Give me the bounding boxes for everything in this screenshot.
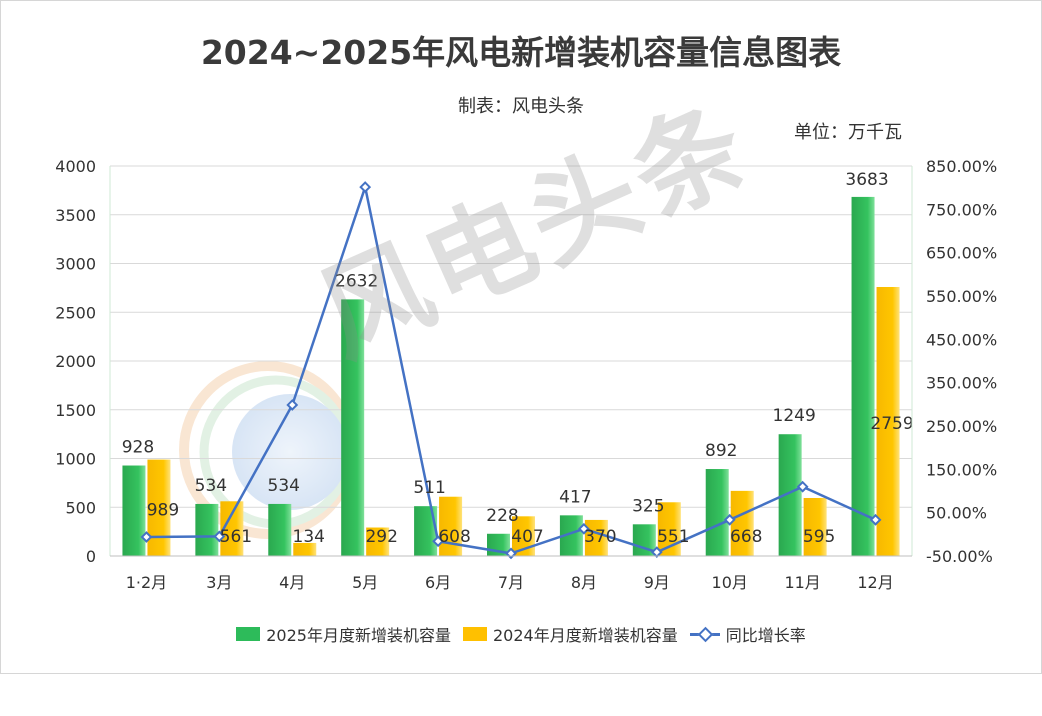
x-tick-label: 1·2月 xyxy=(126,573,167,592)
y2-tick-label: 250.00% xyxy=(926,417,997,436)
bar-2024 xyxy=(366,527,390,556)
legend-label-2025: 2025年月度新增装机容量 xyxy=(266,626,451,645)
bar-2024 xyxy=(293,542,317,556)
x-tick-label: 8月 xyxy=(571,573,597,592)
y-tick-label: 2500 xyxy=(55,303,96,322)
legend-swatch-2025 xyxy=(236,627,261,641)
data-label-2025: 534 xyxy=(268,476,300,496)
data-label-2025: 228 xyxy=(486,506,518,526)
bar-2025 xyxy=(559,515,583,556)
bar-2024 xyxy=(730,490,754,556)
data-label-2024: 989 xyxy=(147,501,179,521)
y-tick-label: 1000 xyxy=(55,450,96,469)
y-tick-label: 2000 xyxy=(55,352,96,371)
bar-2025 xyxy=(122,465,146,556)
legend-item-2024: 2024年月度新增装机容量 xyxy=(462,622,678,646)
bar-2025 xyxy=(778,434,802,556)
x-tick-label: 4月 xyxy=(279,573,305,592)
data-label-2024: 134 xyxy=(293,527,325,547)
yoy-point xyxy=(796,480,809,493)
bar-2024 xyxy=(584,519,608,556)
data-label-2024: 370 xyxy=(584,527,616,547)
data-label-2025: 325 xyxy=(632,496,664,516)
yoy-point xyxy=(577,522,590,535)
x-tick-label: 7月 xyxy=(498,573,524,592)
data-label-2024: 2759 xyxy=(870,414,913,434)
legend-item-yoy: 同比增长率 xyxy=(689,622,806,646)
y-tick-label: 4000 xyxy=(55,157,96,176)
y-tick-label: 0 xyxy=(86,547,96,566)
x-tick-label: 3月 xyxy=(206,573,232,592)
legend: 2025年月度新增装机容量 2024年月度新增装机容量 同比增长率 xyxy=(0,622,1042,646)
yoy-point xyxy=(869,513,882,526)
x-tick-label: 6月 xyxy=(425,573,451,592)
y2-tick-label: -50.00% xyxy=(926,547,993,566)
data-label-2024: 595 xyxy=(803,527,835,547)
x-tick-label: 10月 xyxy=(712,573,748,592)
bar-2025 xyxy=(632,524,656,556)
x-tick-label: 9月 xyxy=(644,573,670,592)
y2-tick-label: 350.00% xyxy=(926,374,997,393)
bar-2024 xyxy=(220,501,244,556)
yoy-point xyxy=(286,399,299,411)
x-tick-label: 5月 xyxy=(352,573,378,592)
legend-label-yoy: 同比增长率 xyxy=(725,626,806,645)
y2-tick-label: 550.00% xyxy=(926,287,997,306)
y2-tick-label: 50.00% xyxy=(926,504,987,523)
yoy-point xyxy=(432,535,445,548)
chart-title: 2024~2025年风电新增装机容量信息图表 xyxy=(200,33,842,72)
data-label-2025: 511 xyxy=(413,478,445,498)
data-label-2024: 668 xyxy=(730,527,762,547)
data-label-2024: 292 xyxy=(365,527,397,547)
bar-2024 xyxy=(657,502,681,556)
bar-2025 xyxy=(851,196,875,556)
x-tick-label: 12月 xyxy=(857,573,893,592)
data-label-2025: 928 xyxy=(122,438,154,458)
unit-label: 单位：万千瓦 xyxy=(794,122,902,143)
y-tick-label: 1500 xyxy=(55,401,96,420)
data-label-2024: 561 xyxy=(220,527,252,547)
chart-subtitle: 制表：风电头条 xyxy=(458,96,584,117)
legend-label-2024: 2024年月度新增装机容量 xyxy=(492,626,678,645)
yoy-point xyxy=(213,530,226,543)
legend-item-2025: 2025年月度新增装机容量 xyxy=(236,622,451,646)
data-label-2025: 417 xyxy=(559,487,591,507)
data-label-2025: 2632 xyxy=(335,271,378,291)
bar-2025 xyxy=(414,506,438,556)
x-tick-label: 11月 xyxy=(784,573,820,592)
yoy-point xyxy=(650,546,663,559)
data-label-2025: 892 xyxy=(705,441,737,461)
y2-tick-label: 150.00% xyxy=(926,460,997,479)
data-label-2025: 534 xyxy=(195,476,227,496)
yoy-point xyxy=(723,513,736,526)
y2-tick-label: 650.00% xyxy=(926,244,997,263)
bar-2024 xyxy=(803,497,827,556)
bar-2025 xyxy=(341,299,365,556)
y-tick-label: 500 xyxy=(65,498,96,517)
yoy-point xyxy=(359,181,372,193)
bar-2025 xyxy=(268,503,292,556)
data-label-2025: 1249 xyxy=(773,406,816,426)
yoy-point xyxy=(140,531,153,543)
y-tick-label: 3500 xyxy=(55,206,96,225)
data-label-2024: 608 xyxy=(438,527,470,547)
data-label-2024: 551 xyxy=(657,527,689,547)
bar-2025 xyxy=(705,469,729,556)
bar-2025 xyxy=(195,503,219,556)
data-label-2024: 407 xyxy=(511,527,543,547)
bar-2024 xyxy=(147,459,171,556)
y2-tick-label: 750.00% xyxy=(926,200,997,219)
y2-tick-label: 450.00% xyxy=(926,330,997,349)
y2-tick-label: 850.00% xyxy=(926,157,997,176)
data-label-2025: 3683 xyxy=(845,170,888,190)
y-tick-label: 3000 xyxy=(55,255,96,274)
bar-2024 xyxy=(876,286,900,556)
legend-swatch-2024 xyxy=(462,627,487,641)
legend-line-icon xyxy=(689,627,720,641)
